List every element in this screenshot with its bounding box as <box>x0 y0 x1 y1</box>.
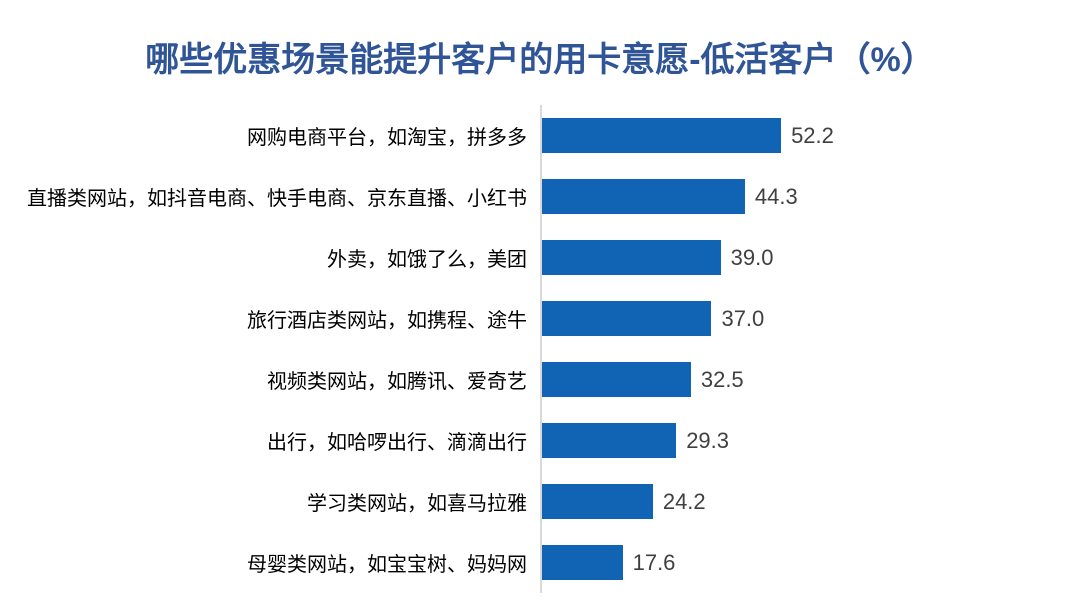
chart-title: 哪些优惠场景能提升客户的用卡意愿-低活客户（%） <box>145 41 935 79</box>
bar-row: 出行，如哈啰出行、滴滴出行 29.3 <box>0 410 1080 471</box>
bar-track: 29.3 <box>540 410 1080 471</box>
bar-row: 学习类网站，如喜马拉雅 24.2 <box>0 471 1080 532</box>
value-label: 17.6 <box>632 549 676 575</box>
category-label: 出行，如哈啰出行、滴滴出行 <box>267 432 527 454</box>
value-label: 39.0 <box>730 244 774 270</box>
bar <box>542 362 691 397</box>
bar <box>542 545 623 580</box>
category-label: 母婴类网站，如宝宝树、妈妈网 <box>247 554 527 576</box>
bar <box>542 118 782 153</box>
value-label: 44.3 <box>754 183 798 209</box>
category-label: 旅行酒店类网站，如携程、途牛 <box>247 310 527 332</box>
bar-track: 44.3 <box>540 166 1080 227</box>
bar <box>542 179 745 214</box>
bar <box>542 484 653 519</box>
bar-track: 32.5 <box>540 349 1080 410</box>
bar-row: 旅行酒店类网站，如携程、途牛 37.0 <box>0 288 1080 349</box>
bar <box>542 301 712 336</box>
bar-row: 网购电商平台，如淘宝，拼多多 52.2 <box>0 105 1080 166</box>
bar-row: 直播类网站，如抖音电商、快手电商、京东直播、小红书 44.3 <box>0 166 1080 227</box>
bar-track: 39.0 <box>540 227 1080 288</box>
bar-track: 52.2 <box>540 105 1080 166</box>
bar-track: 24.2 <box>540 471 1080 532</box>
value-label: 24.2 <box>662 488 706 514</box>
category-label: 学习类网站，如喜马拉雅 <box>307 493 527 515</box>
category-label: 网购电商平台，如淘宝，拼多多 <box>247 127 527 149</box>
bar <box>542 423 677 458</box>
bar-chart: 网购电商平台，如淘宝，拼多多 52.2 直播类网站，如抖音电商、快手电商、京东直播、… <box>0 105 1080 593</box>
value-label: 37.0 <box>721 305 765 331</box>
category-label: 视频类网站，如腾讯、爱奇艺 <box>267 371 527 393</box>
bar-track: 17.6 <box>540 532 1080 593</box>
bar-row: 母婴类网站，如宝宝树、妈妈网 17.6 <box>0 532 1080 593</box>
value-label: 52.2 <box>791 122 834 148</box>
bar-track: 37.0 <box>540 288 1080 349</box>
bar-row: 外卖，如饿了么，美团 39.0 <box>0 227 1080 288</box>
bar-row: 视频类网站，如腾讯、爱奇艺 32.5 <box>0 349 1080 410</box>
category-label: 直播类网站，如抖音电商、快手电商、京东直播、小红书 <box>27 188 527 210</box>
value-label: 29.3 <box>686 427 730 453</box>
bar <box>542 240 721 275</box>
category-label: 外卖，如饿了么，美团 <box>327 249 527 271</box>
value-label: 32.5 <box>700 366 744 392</box>
